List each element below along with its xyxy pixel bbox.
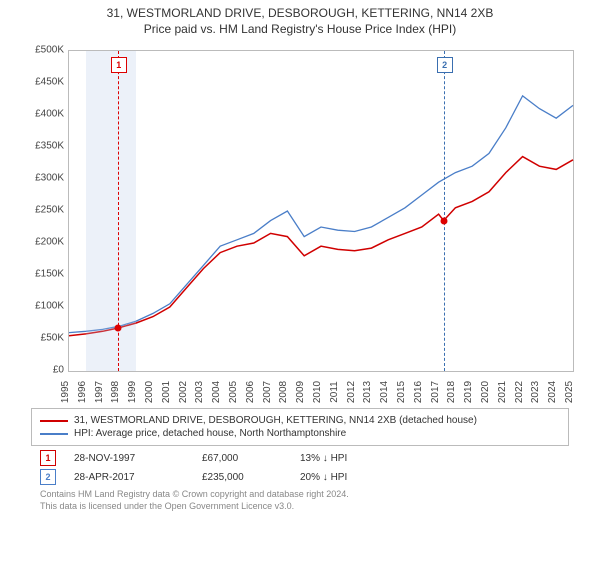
x-tick: 2001	[161, 381, 177, 403]
marker-box: 1	[111, 57, 127, 73]
sale-price: £235,000	[202, 472, 282, 483]
x-tick: 2017	[430, 381, 446, 403]
sale-dot	[114, 325, 121, 332]
x-tick: 2012	[346, 381, 362, 403]
y-tick: £200K	[20, 237, 64, 248]
x-tick: 2007	[262, 381, 278, 403]
x-tick: 2009	[295, 381, 311, 403]
x-tick: 2020	[480, 381, 496, 403]
series-hpi	[69, 96, 573, 333]
x-tick: 2008	[278, 381, 294, 403]
y-tick: £450K	[20, 77, 64, 88]
x-tick: 2000	[144, 381, 160, 403]
sale-date: 28-APR-2017	[74, 472, 184, 483]
footer-line-1: Contains HM Land Registry data © Crown c…	[40, 489, 560, 501]
x-tick: 1996	[77, 381, 93, 403]
x-tick: 1997	[94, 381, 110, 403]
legend-swatch	[40, 433, 68, 435]
x-tick: 2013	[362, 381, 378, 403]
x-tick: 2006	[245, 381, 261, 403]
x-tick: 2010	[312, 381, 328, 403]
x-tick: 2016	[413, 381, 429, 403]
plot-area: 12	[68, 50, 574, 372]
x-tick: 1999	[127, 381, 143, 403]
y-tick: £50K	[20, 333, 64, 344]
chart-lines	[69, 51, 573, 371]
x-tick: 2023	[530, 381, 546, 403]
x-tick: 2021	[497, 381, 513, 403]
sale-delta: 13% ↓ HPI	[300, 453, 347, 464]
x-tick: 2005	[228, 381, 244, 403]
chart: £0 £50K £100K £150K £200K £250K £300K £350K £400…	[20, 42, 580, 402]
x-tick: 2024	[547, 381, 563, 403]
x-tick: 2018	[446, 381, 462, 403]
series-price_paid	[69, 157, 573, 336]
y-tick: £250K	[20, 205, 64, 216]
legend-swatch	[40, 420, 68, 422]
legend-row: HPI: Average price, detached house, Nort…	[40, 428, 560, 439]
x-tick: 2014	[379, 381, 395, 403]
x-tick: 2019	[463, 381, 479, 403]
x-tick: 1995	[60, 381, 76, 403]
page-subtitle: Price paid vs. HM Land Registry's House …	[0, 22, 600, 36]
sale-delta: 20% ↓ HPI	[300, 472, 347, 483]
x-tick: 2011	[329, 381, 345, 403]
y-tick: £150K	[20, 269, 64, 280]
sale-date: 28-NOV-1997	[74, 453, 184, 464]
legend-label: 31, WESTMORLAND DRIVE, DESBOROUGH, KETTE…	[74, 415, 477, 426]
sale-marker-box: 2	[40, 469, 56, 485]
x-tick: 2022	[514, 381, 530, 403]
legend-label: HPI: Average price, detached house, Nort…	[74, 428, 346, 439]
y-tick: £350K	[20, 141, 64, 152]
x-tick: 2004	[211, 381, 227, 403]
sale-row: 2 28-APR-2017 £235,000 20% ↓ HPI	[40, 469, 560, 485]
sale-marker-box: 1	[40, 450, 56, 466]
footer-line-2: This data is licensed under the Open Gov…	[40, 501, 560, 513]
y-tick: £400K	[20, 109, 64, 120]
y-tick: £500K	[20, 45, 64, 56]
marker-box: 2	[437, 57, 453, 73]
sale-row: 1 28-NOV-1997 £67,000 13% ↓ HPI	[40, 450, 560, 466]
x-tick: 2003	[194, 381, 210, 403]
legend: 31, WESTMORLAND DRIVE, DESBOROUGH, KETTE…	[31, 408, 569, 446]
page-title: 31, WESTMORLAND DRIVE, DESBOROUGH, KETTE…	[0, 6, 600, 20]
legend-row: 31, WESTMORLAND DRIVE, DESBOROUGH, KETTE…	[40, 415, 560, 426]
x-tick: 1998	[110, 381, 126, 403]
sales-table: 1 28-NOV-1997 £67,000 13% ↓ HPI 2 28-APR-2017…	[40, 450, 560, 485]
sale-dot	[440, 217, 447, 224]
x-tick: 2025	[564, 381, 580, 403]
sale-price: £67,000	[202, 453, 282, 464]
y-tick: £300K	[20, 173, 64, 184]
y-tick: £0	[20, 365, 64, 376]
y-tick: £100K	[20, 301, 64, 312]
footer: Contains HM Land Registry data © Crown c…	[40, 489, 560, 512]
x-tick: 2002	[178, 381, 194, 403]
x-tick: 2015	[396, 381, 412, 403]
